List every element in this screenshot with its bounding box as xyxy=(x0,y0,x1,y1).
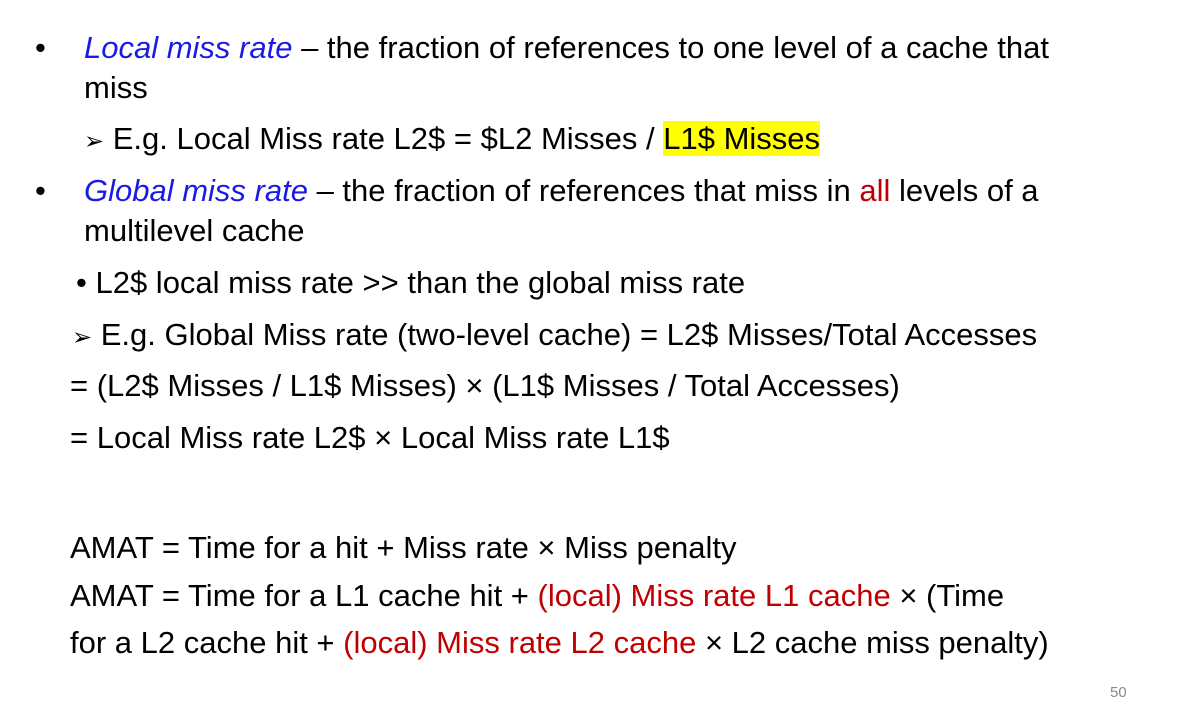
bullet-marker: • xyxy=(35,173,46,208)
bullet-global-miss-rate: • xyxy=(35,173,46,209)
example-local-text: E.g. Local Miss rate L2$ = $L2 Misses / xyxy=(104,121,664,156)
sub-bullet-text: L2$ local miss rate >> than the global m… xyxy=(86,265,746,300)
highlighted-l1-misses: L1$ Misses xyxy=(663,121,821,156)
global-definition-before: – the fraction of references that miss i… xyxy=(307,173,860,208)
global-definition-after: levels of a xyxy=(890,173,1039,208)
amat2-after: × (Time xyxy=(890,578,1005,613)
example-global-miss-rate: ➢ E.g. Global Miss rate (two-level cache… xyxy=(72,317,1037,355)
equation-line2: = Local Miss rate L2$ × Local Miss rate … xyxy=(70,420,670,455)
amat2-before: AMAT = Time for a L1 cache hit + xyxy=(70,578,538,613)
amat3-after: × L2 cache miss penalty) xyxy=(696,625,1049,660)
example-global-text: E.g. Global Miss rate (two-level cache) … xyxy=(92,317,1038,352)
bullet-marker: • xyxy=(35,30,46,65)
global-miss-rate-term: Global miss rate xyxy=(84,173,308,208)
bullet-local-miss-rate: • xyxy=(35,30,46,66)
amat-formula-basic: AMAT = Time for a hit + Miss rate × Miss… xyxy=(70,530,737,565)
arrow-bullet-icon: ➢ xyxy=(72,323,93,351)
emphasis-all: all xyxy=(859,173,891,208)
sub-bullet-marker: • xyxy=(76,265,87,300)
amat3-local-l2: (local) Miss rate L2 cache xyxy=(343,625,697,660)
amat3-before: for a L2 cache hit + xyxy=(70,625,344,660)
example-local-miss-rate: ➢ E.g. Local Miss rate L2$ = $L2 Misses … xyxy=(84,121,821,159)
global-miss-rate-line1: Global miss rate – the fraction of refer… xyxy=(84,173,1039,209)
local-miss-rate-definition: – the fraction of references to one leve… xyxy=(292,30,1049,65)
local-miss-rate-line1: Local miss rate – the fraction of refere… xyxy=(84,30,1049,66)
page-number: 50 xyxy=(1110,684,1127,701)
amat2-local-l1: (local) Miss rate L1 cache xyxy=(537,578,891,613)
amat-formula-multilevel-line1: AMAT = Time for a L1 cache hit + (local)… xyxy=(70,578,1004,614)
amat-formula-multilevel-line2: for a L2 cache hit + (local) Miss rate L… xyxy=(70,625,1049,661)
global-miss-rate-line2: multilevel cache xyxy=(84,213,305,248)
arrow-bullet-icon: ➢ xyxy=(84,127,105,155)
local-miss-rate-line2: miss xyxy=(84,70,148,105)
sub-bullet-l2-local: • L2$ local miss rate >> than the global… xyxy=(76,265,745,301)
equation-line1: = (L2$ Misses / L1$ Misses) × (L1$ Misse… xyxy=(70,368,900,403)
local-miss-rate-term: Local miss rate xyxy=(84,30,293,65)
